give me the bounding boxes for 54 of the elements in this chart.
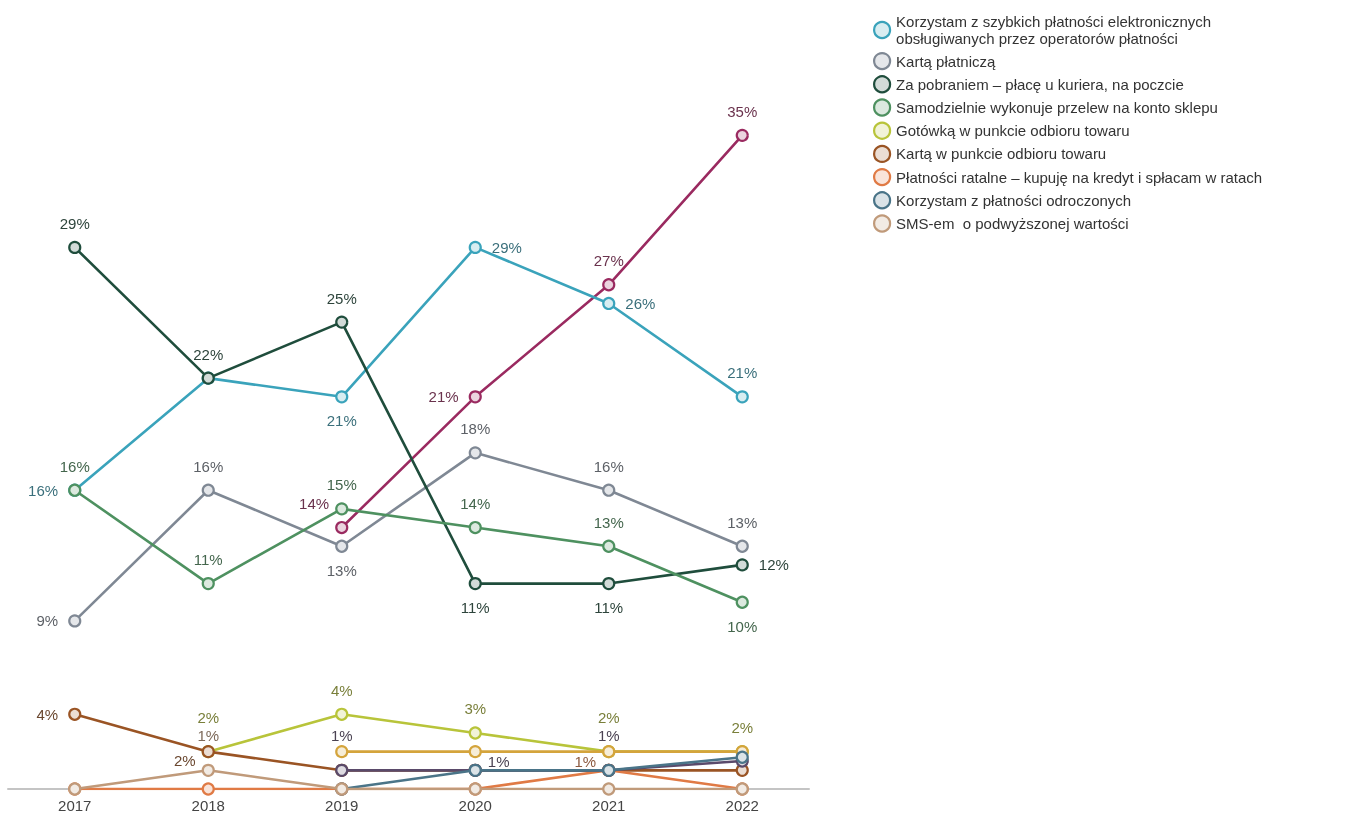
x-tick-label: 2019 (325, 797, 359, 814)
data-label: 11% (460, 599, 490, 617)
data-label: 15% (326, 476, 357, 494)
data-label: 1% (574, 752, 597, 770)
data-label: 4% (36, 705, 59, 723)
data-label: 16% (593, 457, 624, 475)
legend-label: Korzystam z szybkich płatności elektronicznych obsługiwanych przez operatorów płatności (896, 13, 1216, 47)
legend-label: Samodzielnie wykonuje przelew na konto sklepu (896, 99, 1218, 116)
x-tick-label: 2022 (725, 797, 759, 814)
data-label: 14% (299, 495, 330, 513)
data-label: 13% (727, 513, 758, 531)
data-label: 11% (594, 599, 624, 617)
data-label: 1% (197, 727, 220, 745)
data-label: 35% (727, 102, 758, 120)
data-label: 4% (330, 681, 353, 699)
data-label: 1% (597, 727, 620, 745)
data-label: 18% (460, 420, 491, 438)
data-label: 11% (193, 550, 223, 568)
data-label: 14% (460, 494, 491, 512)
x-tick-label: 2017 (58, 797, 92, 814)
data-label: 29% (491, 238, 522, 256)
data-label: 27% (593, 252, 624, 270)
x-tick-label: 2021 (592, 797, 626, 814)
data-label: 2% (731, 719, 754, 737)
legend-label: Kartą płatniczą (896, 52, 996, 70)
data-label: 16% (59, 457, 90, 475)
x-tick-label: 2018 (191, 797, 225, 814)
data-label: 13% (593, 513, 624, 531)
data-label: 25% (326, 289, 357, 307)
data-label: 26% (625, 294, 656, 312)
data-label: 1% (487, 752, 510, 770)
data-label: 22% (193, 345, 224, 363)
legend-label: Kartą w punkcie odbioru towaru (896, 145, 1107, 163)
data-label: 21% (326, 412, 357, 430)
data-label: 21% (727, 364, 758, 382)
data-label: 2% (173, 752, 196, 770)
x-tick-label: 2020 (458, 797, 492, 814)
data-label: 2% (597, 709, 620, 727)
data-label: 13% (326, 561, 357, 579)
data-label: 1% (330, 727, 353, 745)
legend-label: Gotówką w punkcie odbioru towaru (896, 122, 1130, 140)
data-label: 3% (464, 700, 487, 718)
legend-label: Płatności ratalne – kupuję na kredyt i spłacam w ratach (896, 168, 1263, 186)
data-label: 29% (59, 214, 90, 232)
data-label: 16% (28, 481, 59, 499)
legend-label: SMS-em o podwyższonej wartości (896, 215, 1129, 232)
data-label: 2% (197, 709, 220, 727)
legend-label: Korzystam z płatności odroczonych (896, 191, 1132, 209)
data-label: 21% (428, 388, 459, 406)
data-label: 12% (758, 556, 789, 574)
legend-label: Za pobraniem – płacę u kuriera, na poczcie (896, 75, 1184, 93)
data-label: 16% (193, 457, 224, 475)
data-label: 9% (36, 612, 59, 630)
data-label: 10% (727, 617, 758, 635)
